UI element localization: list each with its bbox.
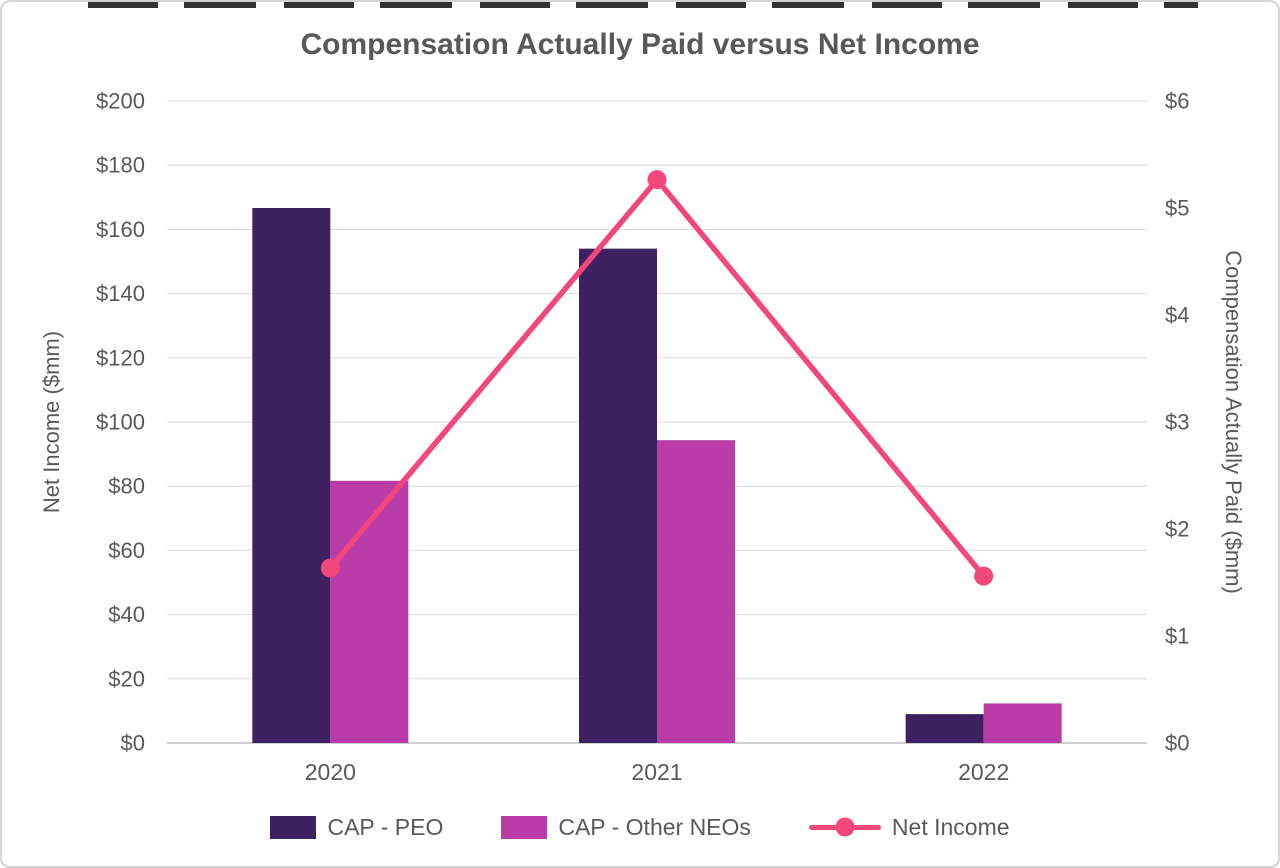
right-axis-tick-label: $3 <box>1165 410 1189 435</box>
chart-title: Compensation Actually Paid versus Net In… <box>300 28 980 61</box>
left-axis-tick-label: $180 <box>96 153 145 178</box>
x-axis-label-2020: 2020 <box>305 759 356 785</box>
right-axis-tick-label: $0 <box>1165 731 1189 756</box>
left-axis-tick-label: $0 <box>121 731 145 756</box>
left-axis-tick-label: $100 <box>96 410 145 435</box>
left-axis-tick-label: $160 <box>96 217 145 242</box>
chart-legend: CAP - PEO CAP - Other NEOs Net Income <box>2 805 1278 849</box>
right-axis-tick-label: $2 <box>1165 517 1189 542</box>
legend-item-cap-peo: CAP - PEO <box>270 814 443 841</box>
right-axis-title: Compensation Actually Paid ($mm) <box>1221 250 1246 594</box>
net-income-marker-2021 <box>647 170 667 190</box>
left-axis-tick-label: $80 <box>108 474 145 499</box>
net-income-marker-2022 <box>974 566 994 586</box>
left-axis-tick-label: $40 <box>108 602 145 627</box>
legend-swatch-cap-peo <box>270 815 317 839</box>
x-axis-label-2022: 2022 <box>958 759 1009 785</box>
bar-cap-peo-2021 <box>579 248 657 743</box>
legend-label-net-income: Net Income <box>891 813 1010 840</box>
right-axis-tick-label: $4 <box>1165 303 1189 328</box>
right-axis-tick-label: $1 <box>1165 624 1189 649</box>
legend-item-cap-other-neos: CAP - Other NEOs <box>501 814 751 841</box>
net-income-marker-2020 <box>320 558 340 578</box>
bar-cap-peo-2022 <box>905 714 984 743</box>
bar-cap-other-neos-2021 <box>657 440 735 743</box>
left-axis-title: Net Income ($mm) <box>39 331 64 513</box>
legend-line-marker-icon <box>835 817 855 837</box>
legend-label-cap-peo: CAP - PEO <box>327 813 444 840</box>
legend-line-swatch <box>808 817 881 837</box>
right-axis-tick-label: $6 <box>1165 89 1189 114</box>
left-axis-tick-label: $20 <box>108 666 145 691</box>
legend-label-cap-other-neos: CAP - Other NEOs <box>558 813 751 840</box>
cropped-top-row-artifact <box>88 2 1198 8</box>
left-axis-tick-label: $200 <box>96 89 145 114</box>
x-axis-label-2021: 2021 <box>631 759 682 785</box>
bar-cap-peo-2020 <box>252 208 331 743</box>
bar-cap-other-neos-2022 <box>983 703 1062 743</box>
legend-swatch-cap-other-neos <box>501 815 548 839</box>
left-axis-tick-label: $120 <box>96 345 145 370</box>
left-axis-tick-label: $140 <box>96 281 145 306</box>
right-axis-tick-label: $5 <box>1165 196 1189 221</box>
left-axis-tick-label: $60 <box>108 538 145 563</box>
legend-item-net-income: Net Income <box>808 813 1010 841</box>
